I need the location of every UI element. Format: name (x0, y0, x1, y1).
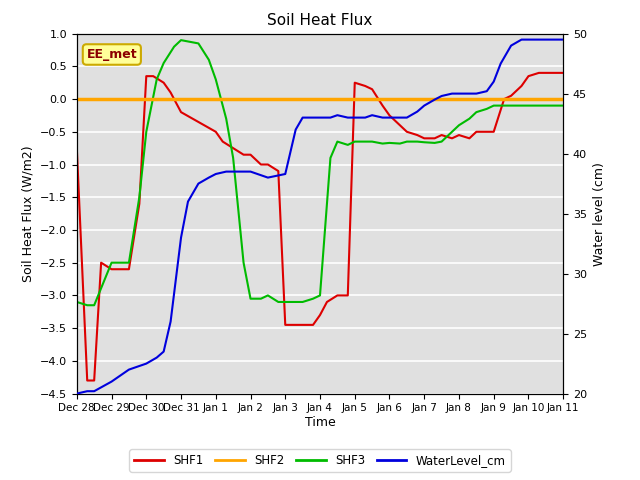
Line: SHF3: SHF3 (77, 40, 563, 305)
SHF3 (73, 299, 81, 305)
WaterLevel_cm (264, 175, 272, 180)
SHF3 (368, 139, 376, 144)
Y-axis label: Water level (cm): Water level (cm) (593, 162, 605, 265)
SHF1 (229, 145, 237, 151)
SHF3 (125, 260, 132, 265)
WaterLevel_cm (73, 391, 81, 396)
SHF1 (368, 86, 376, 92)
SHF1 (396, 122, 404, 128)
SHF3 (309, 296, 317, 301)
Legend: SHF1, SHF2, SHF3, WaterLevel_cm: SHF1, SHF2, SHF3, WaterLevel_cm (129, 449, 511, 472)
SHF3 (83, 302, 91, 308)
SHF1 (559, 70, 567, 76)
Line: WaterLevel_cm: WaterLevel_cm (77, 39, 563, 394)
SHF1 (379, 103, 387, 108)
SHF3 (177, 37, 185, 43)
Y-axis label: Soil Heat Flux (W/m2): Soil Heat Flux (W/m2) (21, 145, 35, 282)
WaterLevel_cm (559, 36, 567, 42)
SHF3 (386, 140, 394, 146)
SHF3 (559, 103, 567, 108)
SHF1 (403, 129, 411, 135)
SHF3 (333, 139, 341, 144)
WaterLevel_cm (386, 115, 394, 120)
Line: SHF1: SHF1 (77, 73, 563, 381)
SHF1 (455, 132, 463, 138)
Title: Soil Heat Flux: Soil Heat Flux (268, 13, 372, 28)
WaterLevel_cm (535, 36, 543, 42)
SHF1 (83, 378, 91, 384)
SHF1 (73, 145, 81, 151)
SHF3 (257, 296, 265, 301)
WaterLevel_cm (403, 115, 411, 120)
X-axis label: Time: Time (305, 416, 335, 429)
WaterLevel_cm (518, 36, 525, 42)
WaterLevel_cm (326, 115, 334, 120)
SHF1 (535, 70, 543, 76)
Text: EE_met: EE_met (86, 48, 137, 61)
WaterLevel_cm (125, 367, 132, 372)
